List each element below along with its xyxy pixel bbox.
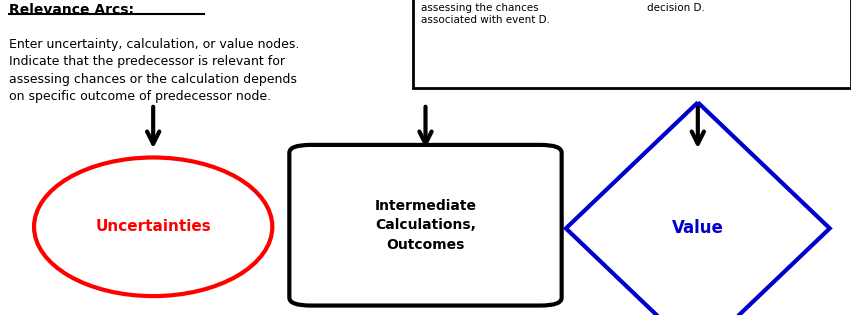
Text: Relevance Arcs:: Relevance Arcs:: [9, 3, 134, 17]
FancyBboxPatch shape: [289, 145, 562, 306]
Text: decision D.: decision D.: [647, 3, 705, 13]
Text: Uncertainties: Uncertainties: [95, 219, 211, 234]
Text: Intermediate
Calculations,
Outcomes: Intermediate Calculations, Outcomes: [374, 199, 477, 252]
Text: assessing the chances
associated with event D.: assessing the chances associated with ev…: [421, 3, 551, 25]
Text: Value: Value: [672, 219, 723, 238]
Text: Enter uncertainty, calculation, or value nodes.
Indicate that the predecessor is: Enter uncertainty, calculation, or value…: [9, 38, 299, 103]
FancyBboxPatch shape: [413, 0, 851, 88]
